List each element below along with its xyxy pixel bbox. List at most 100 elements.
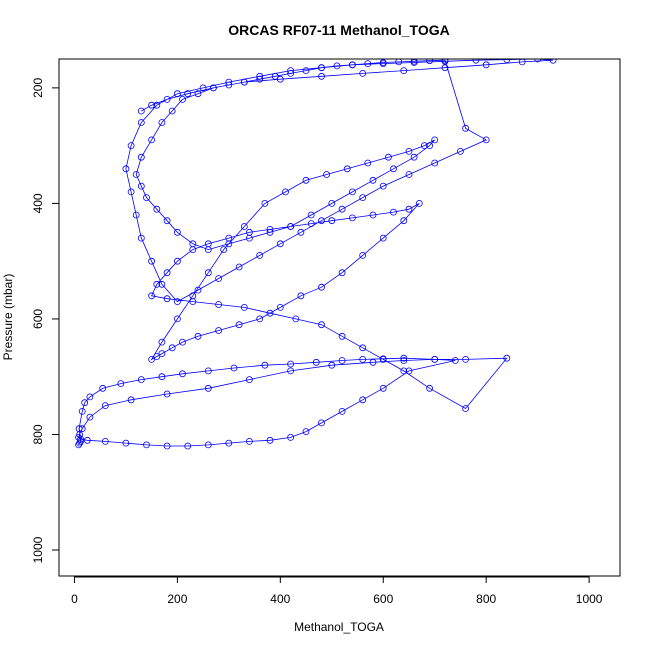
data-point bbox=[359, 70, 367, 77]
data-point bbox=[482, 61, 490, 69]
data-point bbox=[132, 171, 140, 178]
y-tick-label: 800 bbox=[31, 424, 45, 444]
x-tick-label: 600 bbox=[373, 592, 393, 606]
data-point bbox=[148, 257, 156, 265]
data-point bbox=[276, 240, 284, 248]
data-point bbox=[204, 269, 212, 277]
data-point bbox=[86, 393, 94, 401]
data-point bbox=[287, 433, 295, 441]
data-point bbox=[266, 225, 274, 233]
data-point bbox=[127, 396, 135, 404]
data-point bbox=[405, 205, 413, 213]
data-point bbox=[338, 357, 346, 364]
data-point bbox=[215, 327, 223, 334]
data-point bbox=[225, 81, 233, 89]
data-point bbox=[235, 263, 243, 271]
data-point bbox=[179, 96, 186, 103]
data-point bbox=[137, 107, 145, 115]
data-point bbox=[318, 283, 325, 291]
data-point bbox=[77, 435, 84, 443]
data-point bbox=[78, 425, 86, 433]
series-line bbox=[78, 59, 554, 447]
data-point bbox=[266, 228, 274, 236]
data-point bbox=[137, 376, 145, 384]
data-point bbox=[256, 75, 264, 83]
data-point bbox=[379, 182, 387, 190]
data-point bbox=[266, 436, 274, 444]
data-point bbox=[137, 153, 145, 161]
data-point bbox=[225, 240, 233, 248]
data-point bbox=[245, 234, 253, 242]
data-point bbox=[184, 90, 192, 98]
data-point bbox=[153, 101, 161, 109]
data-point bbox=[359, 251, 367, 259]
data-point bbox=[395, 59, 403, 66]
data-point bbox=[410, 153, 418, 161]
data-point bbox=[173, 298, 181, 306]
data-point bbox=[297, 228, 305, 236]
data-point bbox=[209, 84, 217, 92]
data-point bbox=[348, 188, 356, 196]
data-point bbox=[225, 439, 233, 447]
data-point bbox=[245, 376, 253, 384]
data-point bbox=[220, 246, 228, 254]
data-point bbox=[143, 441, 150, 449]
data-point bbox=[426, 142, 434, 150]
data-point bbox=[99, 384, 107, 392]
data-point bbox=[184, 442, 192, 450]
data-point bbox=[431, 355, 439, 363]
data-point bbox=[194, 90, 202, 98]
data-point bbox=[163, 390, 171, 398]
data-point bbox=[101, 402, 109, 410]
data-point bbox=[456, 147, 464, 155]
data-point bbox=[359, 344, 367, 352]
data-point bbox=[323, 171, 331, 178]
data-point bbox=[369, 176, 377, 184]
data-point bbox=[333, 62, 341, 70]
data-point bbox=[143, 194, 150, 202]
data-point bbox=[266, 309, 274, 317]
data-point bbox=[318, 217, 325, 225]
data-point bbox=[122, 165, 130, 173]
x-axis-label: Methanol_TOGA bbox=[294, 620, 384, 634]
data-point bbox=[400, 357, 408, 364]
data-point bbox=[462, 124, 470, 132]
data-point bbox=[158, 373, 166, 381]
data-point bbox=[287, 360, 295, 368]
data-point bbox=[148, 101, 156, 109]
data-point bbox=[312, 358, 320, 366]
data-point bbox=[307, 220, 315, 228]
data-point bbox=[282, 188, 289, 196]
data-point bbox=[426, 59, 433, 65]
data-point bbox=[482, 136, 490, 144]
data-point bbox=[400, 354, 408, 362]
data-point bbox=[194, 286, 202, 294]
data-point bbox=[400, 217, 408, 225]
data-point bbox=[75, 433, 82, 441]
data-point bbox=[287, 67, 295, 74]
data-point bbox=[153, 280, 161, 288]
data-point bbox=[390, 165, 397, 173]
data-point bbox=[359, 396, 367, 404]
data-point bbox=[369, 358, 377, 366]
data-point bbox=[127, 142, 135, 150]
data-point bbox=[153, 353, 161, 360]
data-point bbox=[364, 159, 372, 167]
data-point bbox=[359, 355, 367, 363]
data-point bbox=[225, 78, 233, 86]
x-axis: 0 200 400 600 800 1000 bbox=[71, 576, 603, 606]
data-point bbox=[318, 72, 325, 80]
data-point bbox=[338, 205, 346, 213]
data-point bbox=[297, 292, 305, 300]
data-point bbox=[400, 67, 408, 74]
data-point bbox=[405, 171, 413, 178]
x-tick-label: 200 bbox=[167, 592, 187, 606]
data-point bbox=[318, 321, 325, 329]
data-point bbox=[369, 211, 377, 219]
data-point bbox=[256, 251, 264, 259]
data-point bbox=[179, 338, 186, 346]
data-point bbox=[462, 405, 470, 412]
data-point bbox=[204, 246, 212, 254]
data-point bbox=[379, 355, 387, 363]
data-point bbox=[379, 384, 387, 392]
